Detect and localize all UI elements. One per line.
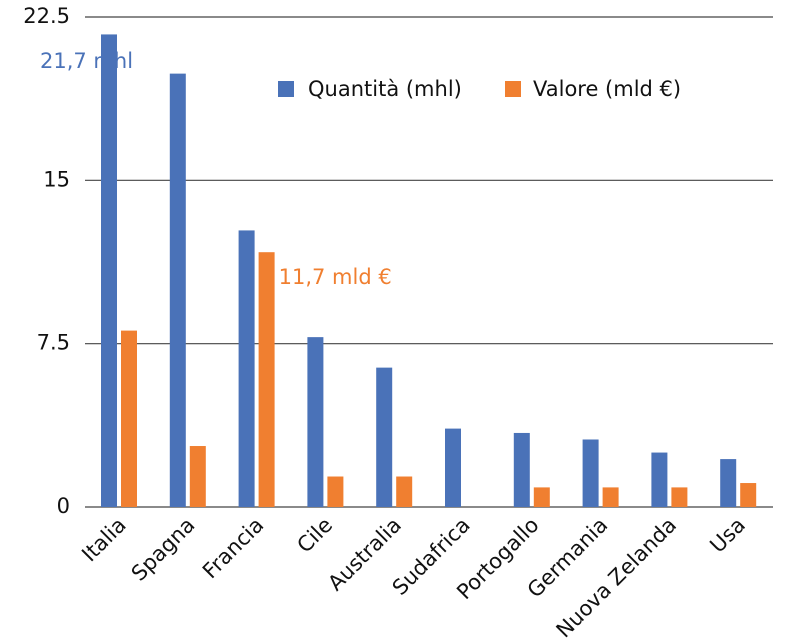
y-tick-label: 15 <box>43 167 70 191</box>
bar <box>740 483 757 507</box>
legend-label: Quantità (mhl) <box>308 77 462 101</box>
bar <box>169 73 186 507</box>
bar <box>327 476 344 507</box>
bar <box>307 337 324 507</box>
bar <box>533 487 550 507</box>
legend-swatch <box>505 81 521 97</box>
x-tick-label: Francia <box>198 513 268 583</box>
bar <box>720 459 737 507</box>
bar <box>602 487 619 507</box>
x-tick-label: Cile <box>292 513 337 558</box>
y-tick-label: 22.5 <box>23 4 70 28</box>
bar <box>258 252 275 507</box>
bar <box>671 487 688 507</box>
x-tick-label: Usa <box>705 513 750 558</box>
bar <box>513 432 530 507</box>
data-label: 21,7 mhl <box>40 49 133 73</box>
bar <box>189 446 206 507</box>
bar <box>376 367 393 507</box>
bar <box>445 428 461 507</box>
bar <box>101 34 117 508</box>
x-tick-label: Spagna <box>127 513 200 586</box>
bar <box>121 330 137 507</box>
bar <box>238 230 255 507</box>
x-tick-label: Nuova Zelanda <box>552 513 682 640</box>
legend-swatch <box>278 81 294 97</box>
y-tick-label: 0 <box>57 494 70 518</box>
bar <box>396 476 413 507</box>
x-tick-label: Italia <box>77 513 131 567</box>
bar <box>651 452 668 507</box>
y-tick-label: 7.5 <box>37 331 70 355</box>
data-label: 11,7 mld € <box>279 265 392 289</box>
bar <box>582 439 599 507</box>
legend-label: Valore (mld €) <box>533 77 681 101</box>
